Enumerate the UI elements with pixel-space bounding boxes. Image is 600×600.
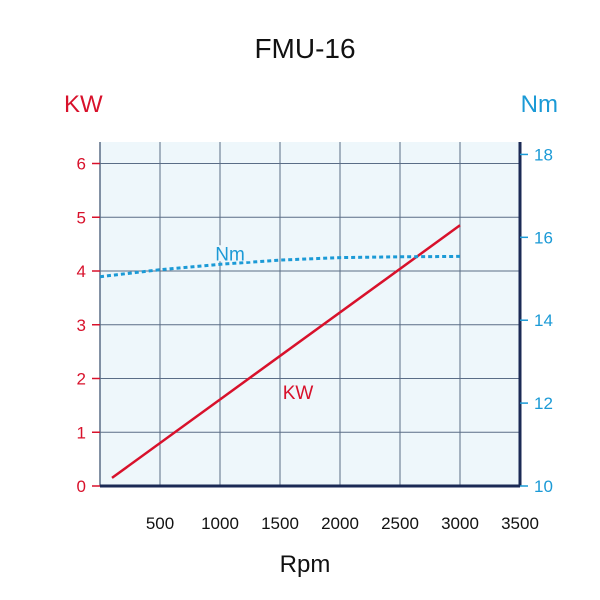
x-tick-label: 3000: [441, 514, 479, 533]
x-tick-label: 500: [146, 514, 174, 533]
right-tick-label: 16: [534, 228, 553, 247]
nm-series-label: Nm: [215, 244, 245, 265]
x-tick-label: 2500: [381, 514, 419, 533]
kw-series-line: [111, 224, 461, 479]
left-tick-label: 1: [77, 423, 86, 442]
right-tick-label: 12: [534, 394, 553, 413]
x-tick-label: 3500: [501, 514, 539, 533]
left-tick-label: 3: [77, 316, 86, 335]
left-tick-label: 2: [77, 370, 86, 389]
left-tick-label: 6: [77, 155, 86, 174]
right-tick-label: 14: [534, 311, 553, 330]
left-tick-label: 0: [77, 477, 86, 496]
right-tick-label: 18: [534, 145, 553, 164]
left-axis-title: KW: [64, 91, 103, 118]
left-tick-label: 4: [77, 262, 86, 281]
right-axis-title: Nm: [521, 91, 558, 118]
chart-title: FMU-16: [254, 33, 355, 64]
x-tick-label: 2000: [321, 514, 359, 533]
x-axis-title: Rpm: [280, 551, 331, 578]
right-tick-label: 10: [534, 477, 553, 496]
nm-label-background: [208, 245, 252, 262]
x-tick-label: 1000: [201, 514, 239, 533]
kw-series-label: KW: [283, 383, 314, 404]
plot-background: [100, 142, 520, 486]
left-tick-label: 5: [77, 208, 86, 227]
x-tick-label: 1500: [261, 514, 299, 533]
